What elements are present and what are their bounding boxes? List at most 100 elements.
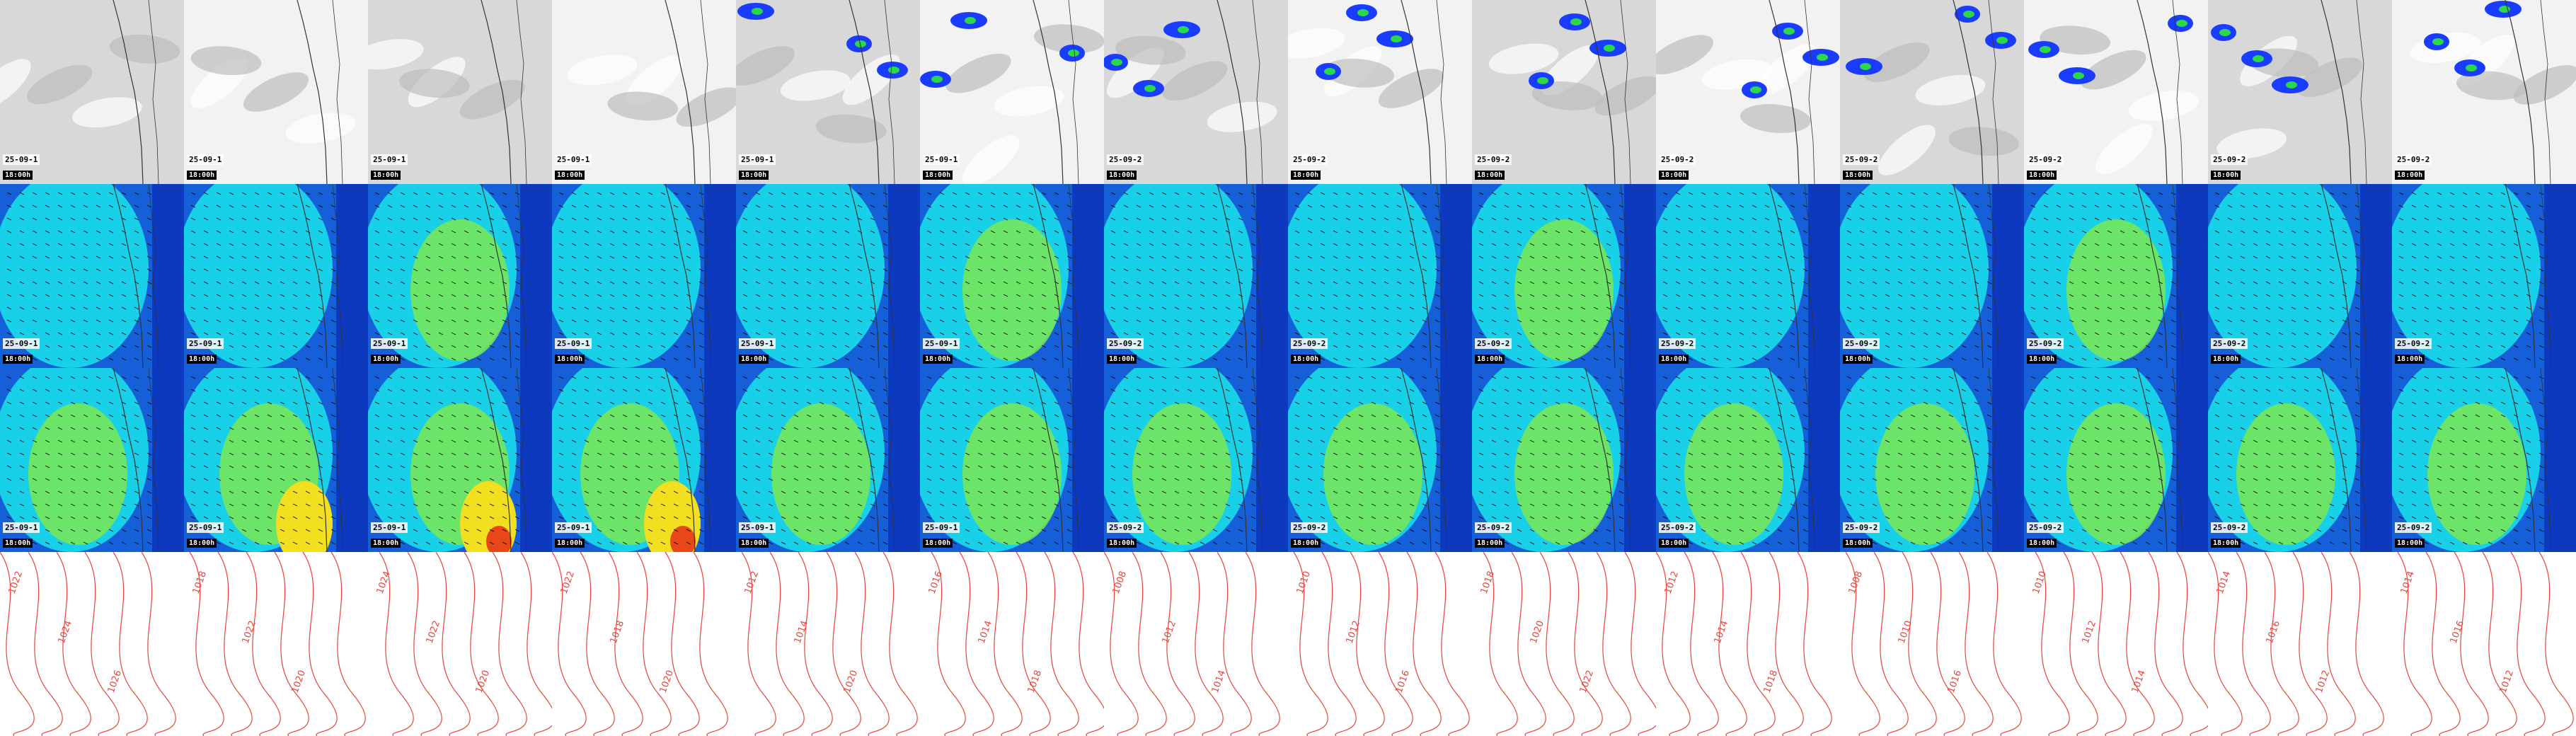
- precip-map: [184, 0, 368, 184]
- map-tile-pressure-1[interactable]: 1022 1024 1026: [0, 552, 184, 736]
- pressure-map: 1008 1012 1014: [1104, 552, 1280, 736]
- isobar-label: 1018: [1762, 669, 1780, 694]
- isobar-label: 1014: [2399, 570, 2417, 595]
- isobar-label: 1022: [559, 570, 577, 595]
- map-tile-wind-surface-8[interactable]: 25-09-2 18:00h: [1288, 184, 1472, 368]
- map-tile-pressure-2[interactable]: 1018 1022 1020: [184, 552, 368, 736]
- map-tile-pressure-11[interactable]: 1008 1010 1016: [1840, 552, 2024, 736]
- map-tile-pressure-6[interactable]: 1016 1014 1018: [920, 552, 1104, 736]
- map-tile-wind-surface-14[interactable]: 25-09-2 18:00h: [2392, 184, 2576, 368]
- isobar-label: 1020: [658, 669, 676, 694]
- map-tile-precip-13[interactable]: 25-09-2 18:00h: [2208, 0, 2392, 184]
- map-tile-wind-upper-10[interactable]: 25-09-2 18:00h: [1656, 368, 1840, 552]
- map-tile-precip-7[interactable]: 25-09-2 18:00h: [1104, 0, 1288, 184]
- map-tile-pressure-3[interactable]: 1024 1022 1020: [368, 552, 552, 736]
- precip-map: [1472, 0, 1656, 184]
- wind-surface-map: [2392, 184, 2576, 368]
- map-tile-pressure-4[interactable]: 1022 1018 1020: [552, 552, 736, 736]
- map-tile-wind-surface-13[interactable]: 25-09-2 18:00h: [2208, 184, 2392, 368]
- isobar-label: 1014: [793, 619, 810, 645]
- map-tile-precip-12[interactable]: 25-09-2 18:00h: [2024, 0, 2208, 184]
- map-tile-precip-10[interactable]: 25-09-2 18:00h: [1656, 0, 1840, 184]
- map-tile-wind-upper-12[interactable]: 25-09-2 18:00h: [2024, 368, 2208, 552]
- wind-upper-map: [920, 368, 1104, 552]
- map-tile-wind-upper-8[interactable]: 25-09-2 18:00h: [1288, 368, 1472, 552]
- wind-surface-map: [1840, 184, 2024, 368]
- map-tile-wind-upper-2[interactable]: 25-09-1 18:00h: [184, 368, 368, 552]
- isobar-label: 1022: [7, 570, 25, 595]
- isobar-label: 1020: [842, 669, 860, 694]
- precip-map: [368, 0, 552, 184]
- isobar-label: 1018: [1479, 570, 1497, 595]
- map-tile-precip-6[interactable]: 25-09-1 18:00h: [920, 0, 1104, 184]
- wind-surface-map: [1288, 184, 1472, 368]
- wind-upper-map: [552, 368, 736, 552]
- map-tile-wind-surface-11[interactable]: 25-09-2 18:00h: [1840, 184, 2024, 368]
- isobar-label: 1012: [743, 570, 761, 595]
- map-tile-pressure-14[interactable]: 1014 1016 1012: [2392, 552, 2576, 736]
- map-tile-pressure-10[interactable]: 1012 1014 1018: [1656, 552, 1840, 736]
- isobar-label: 1022: [241, 619, 258, 645]
- map-tile-wind-upper-11[interactable]: 25-09-2 18:00h: [1840, 368, 2024, 552]
- map-tile-precip-3[interactable]: 25-09-1 18:00h: [368, 0, 552, 184]
- map-tile-pressure-12[interactable]: 1010 1012 1014: [2024, 552, 2208, 736]
- wind-upper-map: [1840, 368, 2024, 552]
- isobar-label: 1010: [1897, 619, 1914, 645]
- map-tile-wind-surface-9[interactable]: 25-09-2 18:00h: [1472, 184, 1656, 368]
- map-tile-wind-upper-6[interactable]: 25-09-1 18:00h: [920, 368, 1104, 552]
- map-tile-wind-surface-5[interactable]: 25-09-1 18:00h: [736, 184, 920, 368]
- map-tile-precip-4[interactable]: 25-09-1 18:00h: [552, 0, 736, 184]
- map-tile-wind-surface-6[interactable]: 25-09-1 18:00h: [920, 184, 1104, 368]
- wind-surface-map: [1472, 184, 1656, 368]
- map-tile-wind-upper-5[interactable]: 25-09-1 18:00h: [736, 368, 920, 552]
- isobar-label: 1022: [1578, 669, 1596, 694]
- map-tile-wind-surface-12[interactable]: 25-09-2 18:00h: [2024, 184, 2208, 368]
- wind-surface-map: [184, 184, 368, 368]
- map-tile-wind-upper-3[interactable]: 25-09-1 18:00h: [368, 368, 552, 552]
- map-tile-wind-upper-1[interactable]: 25-09-1 18:00h: [0, 368, 184, 552]
- precip-map: [2024, 0, 2208, 184]
- map-tile-precip-11[interactable]: 25-09-2 18:00h: [1840, 0, 2024, 184]
- map-tile-wind-upper-9[interactable]: 25-09-2 18:00h: [1472, 368, 1656, 552]
- map-tile-precip-9[interactable]: 25-09-2 18:00h: [1472, 0, 1656, 184]
- wind-upper-map: [0, 368, 184, 552]
- precip-map: [1288, 0, 1472, 184]
- map-tile-wind-upper-14[interactable]: 25-09-2 18:00h: [2392, 368, 2576, 552]
- isobar-label: 1020: [1529, 619, 1546, 645]
- map-tile-precip-14[interactable]: 25-09-2 18:00h: [2392, 0, 2576, 184]
- precip-map: [2392, 0, 2576, 184]
- map-tile-wind-surface-3[interactable]: 25-09-1 18:00h: [368, 184, 552, 368]
- wind-upper-map: [368, 368, 552, 552]
- map-tile-pressure-8[interactable]: 1010 1012 1016: [1288, 552, 1472, 736]
- map-tile-pressure-7[interactable]: 1008 1012 1014: [1104, 552, 1288, 736]
- map-tile-wind-surface-1[interactable]: 25-09-1 18:00h: [0, 184, 184, 368]
- map-tile-precip-1[interactable]: 25-09-1 18:00h: [0, 0, 184, 184]
- pressure-map: 1010 1012 1014: [2031, 552, 2208, 736]
- map-tile-precip-8[interactable]: 25-09-2 18:00h: [1288, 0, 1472, 184]
- map-tile-wind-upper-4[interactable]: 25-09-1 18:00h: [552, 368, 736, 552]
- map-tile-wind-surface-2[interactable]: 25-09-1 18:00h: [184, 184, 368, 368]
- isobar-label: 1012: [1345, 619, 1362, 645]
- map-tile-pressure-9[interactable]: 1018 1020 1022: [1472, 552, 1656, 736]
- wind-upper-map: [2024, 368, 2208, 552]
- isobar-label: 1024: [375, 570, 393, 595]
- map-tile-wind-surface-4[interactable]: 25-09-1 18:00h: [552, 184, 736, 368]
- wind-upper-map: [736, 368, 920, 552]
- precip-map: [1840, 0, 2024, 184]
- isobar-label: 1012: [2314, 669, 2332, 694]
- wind-surface-map: [0, 184, 184, 368]
- wind-upper-map: [2392, 368, 2576, 552]
- map-tile-precip-2[interactable]: 25-09-1 18:00h: [184, 0, 368, 184]
- map-tile-wind-surface-10[interactable]: 25-09-2 18:00h: [1656, 184, 1840, 368]
- wind-surface-map: [920, 184, 1104, 368]
- map-tile-wind-upper-7[interactable]: 25-09-2 18:00h: [1104, 368, 1288, 552]
- pressure-map: 1014 1016 1012: [2397, 552, 2574, 736]
- map-tile-pressure-5[interactable]: 1012 1014 1020: [736, 552, 920, 736]
- map-tile-wind-upper-13[interactable]: 25-09-2 18:00h: [2208, 368, 2392, 552]
- wind-surface-map: [736, 184, 920, 368]
- map-tile-precip-5[interactable]: 25-09-1 18:00h: [736, 0, 920, 184]
- map-tile-pressure-13[interactable]: 1014 1016 1012: [2208, 552, 2392, 736]
- pressure-map: 1022 1018 1020: [552, 552, 728, 736]
- isobar-label: 1014: [977, 619, 994, 645]
- map-tile-wind-surface-7[interactable]: 25-09-2 18:00h: [1104, 184, 1288, 368]
